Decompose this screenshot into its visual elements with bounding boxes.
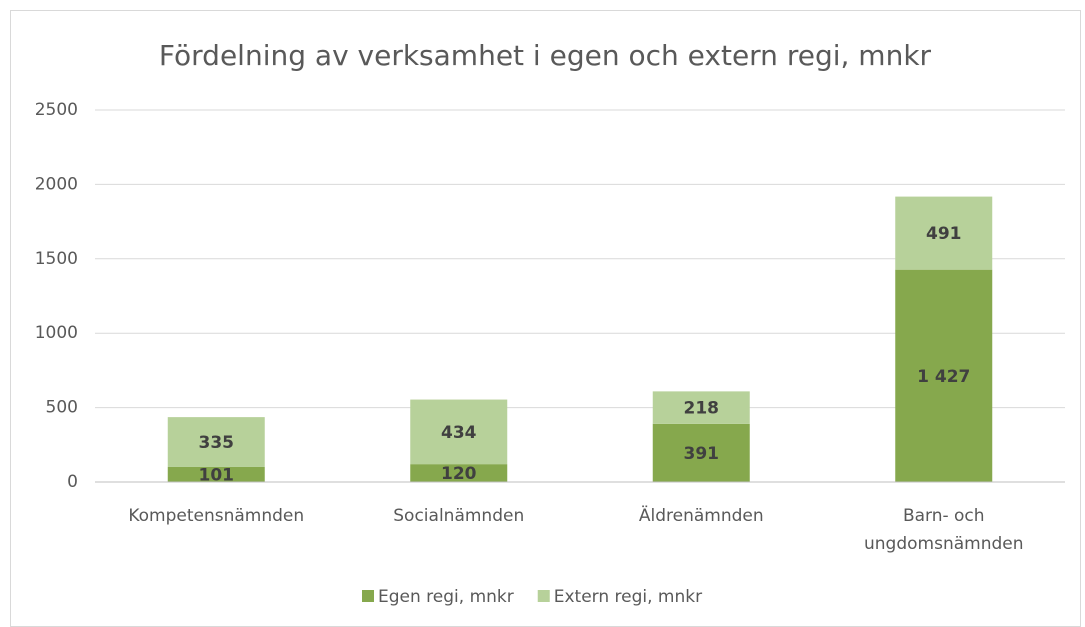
x-tick-line: ungdomsnämnden [864, 534, 1024, 554]
bar-segment [652, 423, 750, 482]
bar-segment [895, 196, 993, 270]
data-label: 434 [441, 423, 477, 443]
x-tick-label: Socialnämnden [393, 506, 524, 526]
data-label: 101 [199, 465, 235, 485]
legend-label: Egen regi, mnkr [378, 587, 514, 607]
chart-title: Fördelning av verksamhet i egen och exte… [159, 39, 932, 72]
bar-segment [167, 466, 265, 482]
bar-segment [652, 391, 750, 424]
data-label: 391 [684, 444, 720, 464]
x-tick-label: Äldrenämnden [639, 505, 764, 526]
y-tick-label: 2500 [35, 100, 78, 120]
data-label: 335 [199, 433, 235, 453]
legend-label: Extern regi, mnkr [554, 587, 702, 607]
bar-segment [895, 269, 993, 482]
data-label: 1 427 [917, 367, 970, 387]
x-tick-label: Barn- och ungdomsnämnden [864, 506, 1024, 554]
y-tick-label: 500 [46, 398, 78, 418]
bar-segment [410, 399, 508, 465]
y-tick-label: 2000 [35, 174, 78, 194]
y-tick-label: 1000 [35, 323, 78, 343]
bar-segment [410, 464, 508, 482]
legend-swatch [362, 590, 374, 602]
y-tick-label: 1500 [35, 249, 78, 269]
data-label: 120 [441, 464, 477, 484]
x-tick-label: Kompetensnämnden [128, 506, 304, 526]
data-label: 491 [926, 224, 962, 244]
legend-swatch [537, 590, 550, 602]
y-tick-label: 0 [67, 472, 78, 492]
bar-segment [167, 417, 265, 467]
data-label: 218 [684, 399, 720, 419]
x-tick-line: Barn- och [903, 506, 985, 526]
